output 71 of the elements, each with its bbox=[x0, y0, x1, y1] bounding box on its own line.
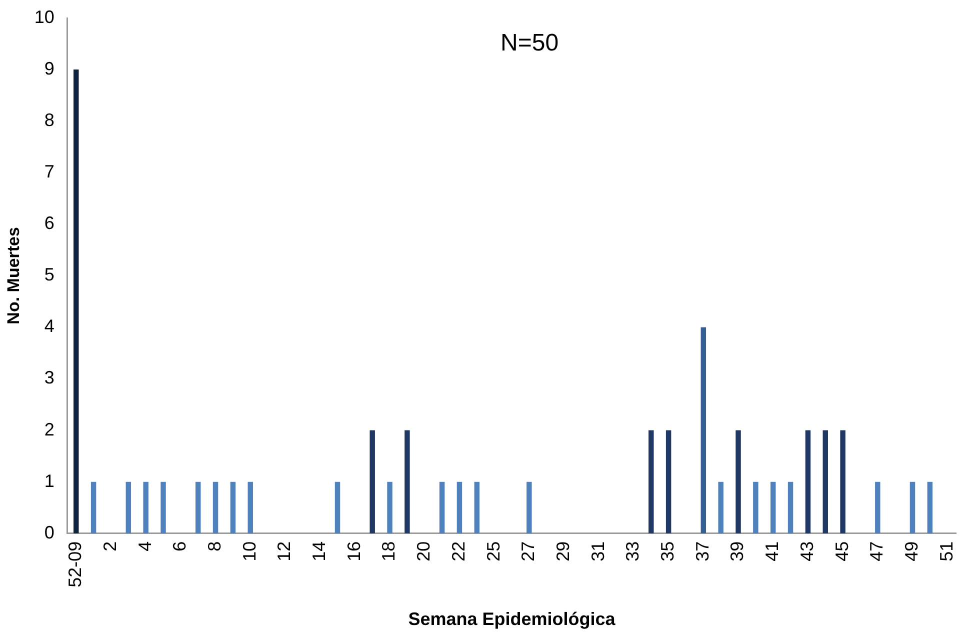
bar bbox=[822, 430, 828, 534]
bar bbox=[927, 482, 933, 534]
y-tick-label: 7 bbox=[44, 162, 54, 182]
bar bbox=[770, 482, 776, 534]
bar bbox=[700, 327, 706, 534]
bar bbox=[648, 430, 654, 534]
x-tick-label: 4 bbox=[134, 541, 155, 552]
x-tick-label: 18 bbox=[378, 541, 399, 562]
bar bbox=[788, 482, 794, 534]
x-tick-label: 12 bbox=[274, 541, 294, 562]
x-tick-label: 52-09 bbox=[65, 541, 86, 588]
x-tick-label: 27 bbox=[518, 541, 538, 562]
x-axis-title: Semana Epidemiológica bbox=[408, 609, 616, 630]
y-axis-title: No. Muertes bbox=[4, 227, 23, 324]
x-tick-label: 8 bbox=[204, 541, 224, 552]
y-tick-label: 9 bbox=[44, 58, 54, 79]
bar bbox=[143, 482, 148, 534]
bar bbox=[805, 430, 811, 534]
bar bbox=[248, 482, 253, 534]
y-tick-label: 5 bbox=[44, 264, 54, 285]
x-tick-label: 45 bbox=[832, 541, 852, 562]
bar bbox=[195, 482, 201, 534]
bar bbox=[456, 482, 462, 534]
bar bbox=[753, 482, 758, 534]
y-tick-label: 6 bbox=[44, 213, 54, 234]
x-tick-label: 35 bbox=[658, 541, 678, 562]
y-tick-label: 4 bbox=[44, 316, 54, 336]
bar bbox=[370, 430, 375, 534]
y-tick-label: 2 bbox=[44, 419, 54, 440]
x-tick-label: 22 bbox=[448, 541, 468, 562]
bar bbox=[526, 482, 532, 534]
bar bbox=[840, 430, 846, 534]
bar bbox=[666, 430, 672, 534]
x-tick-label: 10 bbox=[239, 541, 260, 562]
x-tick-label: 37 bbox=[692, 541, 712, 562]
bar bbox=[74, 70, 79, 534]
x-tick-label: 16 bbox=[344, 541, 364, 562]
bar bbox=[230, 482, 236, 534]
bar bbox=[126, 482, 132, 534]
bar bbox=[474, 482, 480, 534]
x-tick-label: 51 bbox=[936, 541, 956, 562]
bar bbox=[90, 482, 96, 534]
x-tick-label: 41 bbox=[762, 541, 782, 562]
x-tick-label: 31 bbox=[588, 541, 608, 562]
x-tick-label: 25 bbox=[483, 541, 504, 562]
bar bbox=[910, 482, 916, 534]
x-tick-label: 47 bbox=[866, 541, 887, 562]
bar bbox=[718, 482, 724, 534]
bar bbox=[387, 482, 392, 534]
bar bbox=[404, 430, 410, 534]
x-tick-label: 39 bbox=[727, 541, 748, 562]
bar bbox=[439, 482, 445, 534]
y-tick-label: 8 bbox=[44, 110, 54, 130]
x-tick-label: 2 bbox=[100, 541, 120, 552]
y-tick-label: 10 bbox=[34, 6, 54, 27]
x-tick-label: 6 bbox=[170, 541, 190, 552]
bar bbox=[736, 430, 741, 534]
bar bbox=[212, 482, 218, 534]
x-tick-label: 20 bbox=[414, 541, 434, 562]
bar bbox=[160, 482, 166, 534]
x-tick-label: 14 bbox=[309, 541, 330, 562]
y-tick-label: 3 bbox=[44, 368, 54, 388]
y-tick-label: 0 bbox=[44, 522, 54, 542]
x-tick-label: 49 bbox=[901, 541, 922, 562]
x-tick-label: 29 bbox=[552, 541, 573, 562]
x-tick-label: 33 bbox=[622, 541, 643, 562]
bar bbox=[334, 482, 340, 534]
bar bbox=[875, 482, 880, 534]
annotation: N=50 bbox=[500, 30, 559, 57]
x-tick-label: 43 bbox=[796, 541, 817, 562]
y-tick-label: 1 bbox=[44, 470, 54, 491]
